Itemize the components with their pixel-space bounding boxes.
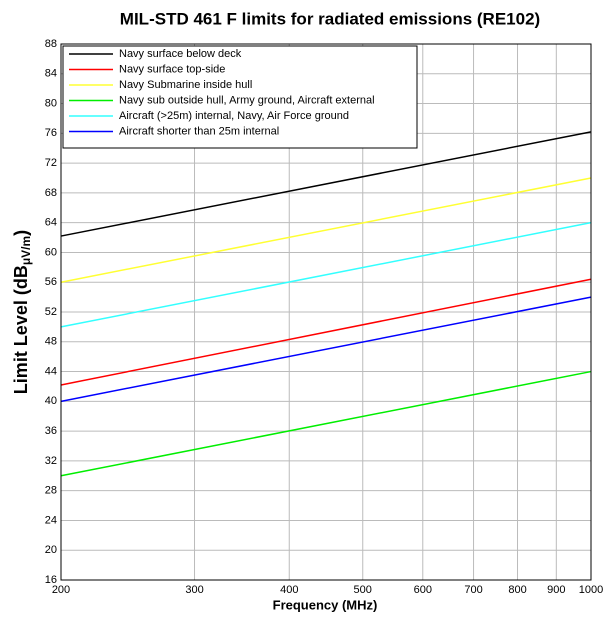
- legend-label: Aircraft (>25m) internal, Navy, Air Forc…: [119, 110, 349, 122]
- x-axis-label: Frequency (MHz): [273, 597, 378, 612]
- series-line: [60, 177, 592, 283]
- y-tick-label: 64: [45, 217, 57, 229]
- series-line: [60, 278, 592, 386]
- x-tick-label: 300: [185, 584, 203, 596]
- chart-title: MIL-STD 461 F limits for radiated emissi…: [120, 9, 540, 28]
- y-tick-label: 40: [45, 395, 57, 407]
- series-line: [60, 370, 592, 477]
- y-tick-label: 24: [45, 514, 57, 526]
- legend-box: [62, 45, 418, 149]
- legend-label: Navy surface below deck: [119, 48, 242, 60]
- y-axis-label-sub: μV/m: [19, 236, 33, 265]
- x-tick-label: 800: [508, 584, 526, 596]
- y-tick-label: 84: [45, 68, 57, 80]
- x-tick-label: 400: [280, 584, 298, 596]
- legend-label: Navy sub outside hull, Army ground, Airc…: [119, 94, 375, 106]
- legend-label: Navy surface top-side: [119, 63, 225, 75]
- y-tick-label: 32: [45, 455, 57, 467]
- series-line: [60, 221, 592, 328]
- y-tick-label: 36: [45, 425, 57, 437]
- x-tick-label: 900: [547, 584, 565, 596]
- x-tick-label: 1000: [579, 584, 603, 596]
- y-axis-label-end: ): [11, 230, 31, 236]
- y-tick-label: 68: [45, 187, 57, 199]
- y-tick-label: 28: [45, 485, 57, 497]
- y-axis-label-main: Limit Level (dB: [11, 265, 31, 394]
- x-tick-label: 200: [52, 584, 70, 596]
- x-tick-label: 700: [464, 584, 482, 596]
- y-tick-label: 16: [45, 574, 57, 586]
- legend-label: Navy Submarine inside hull: [119, 79, 252, 91]
- y-tick-label: 80: [45, 97, 57, 109]
- y-tick-label: 56: [45, 276, 57, 288]
- x-tick-label: 500: [354, 584, 372, 596]
- y-tick-label: 20: [45, 544, 57, 556]
- x-tick-label: 600: [414, 584, 432, 596]
- y-tick-label: 52: [45, 306, 57, 318]
- y-tick-label: 48: [45, 336, 57, 348]
- plot-frame: [60, 43, 592, 581]
- y-axis-label: Limit Level (dBμV/m): [11, 230, 33, 394]
- series-line: [60, 296, 592, 403]
- y-tick-label: 72: [45, 157, 57, 169]
- y-tick-label: 76: [45, 127, 57, 139]
- series-line: [60, 131, 592, 237]
- legend: Navy surface below deck Navy surface top-…: [62, 45, 418, 149]
- y-tick-label: 88: [45, 38, 57, 50]
- y-tick-label: 44: [45, 365, 57, 377]
- y-tick-label: 60: [45, 246, 57, 258]
- legend-label: Aircraft shorter than 25m internal: [119, 125, 279, 137]
